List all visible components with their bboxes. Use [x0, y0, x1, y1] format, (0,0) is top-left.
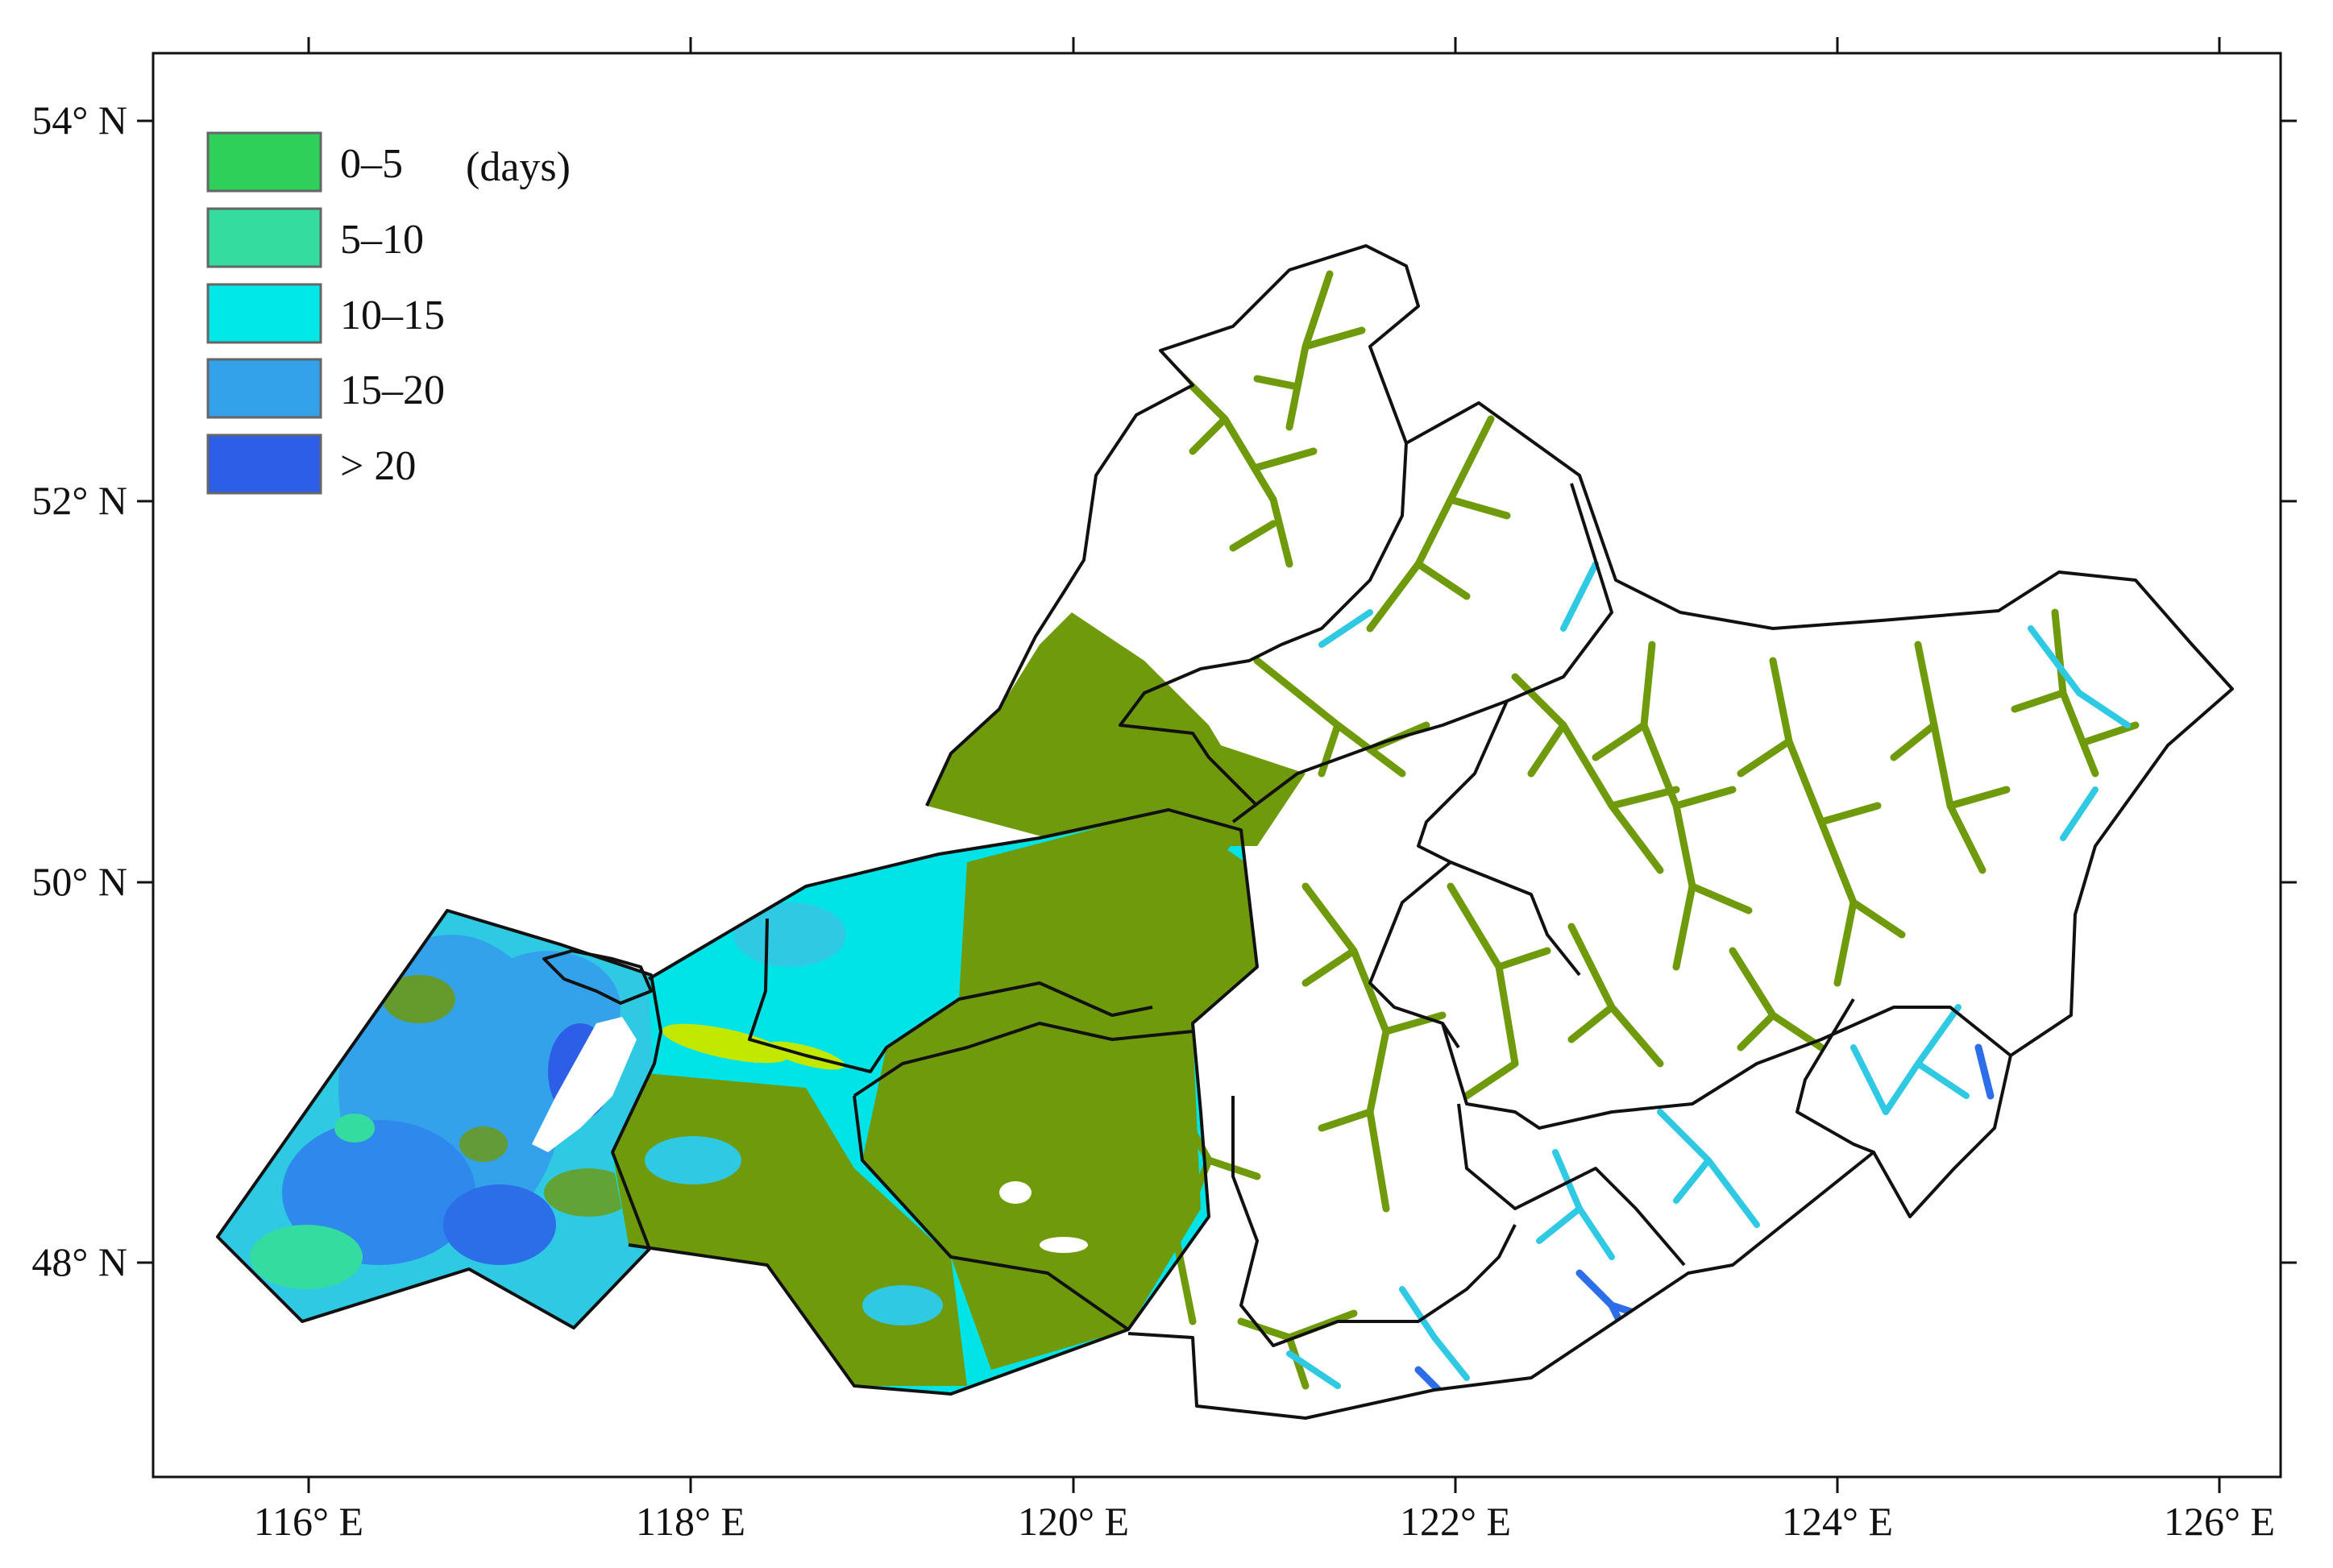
lon-label-118: 118° E	[636, 1499, 745, 1544]
legend: 0–5 (days) 5–10 10–15 15–20 > 20	[206, 131, 571, 495]
lat-label-54: 54° N	[31, 97, 127, 143]
west-region	[218, 911, 661, 1328]
tick-marks	[137, 37, 2297, 1493]
legend-label-0-5: 0–5	[340, 141, 403, 187]
lon-label-120: 120° E	[1018, 1499, 1129, 1544]
legend-swatch-5-10	[206, 207, 322, 268]
central-region	[611, 810, 1257, 1394]
lon-label-116: 116° E	[254, 1499, 363, 1544]
lat-label-52: 52° N	[31, 478, 127, 523]
legend-label-gt20: > 20	[340, 443, 416, 489]
legend-swatch-15-20	[206, 358, 322, 419]
legend-unit: (days)	[466, 144, 571, 190]
lon-label-126: 126° E	[2164, 1499, 2275, 1544]
lat-label-50: 50° N	[31, 859, 127, 904]
lat-label-48: 48° N	[31, 1239, 127, 1284]
legend-label-10-15: 10–15	[340, 292, 445, 338]
lon-label-122: 122° E	[1400, 1499, 1511, 1544]
river-network-region	[927, 270, 2140, 1406]
lon-label-124: 124° E	[1782, 1499, 1893, 1544]
legend-label-15-20: 15–20	[340, 367, 445, 413]
basin-boundaries	[216, 244, 2234, 1420]
legend-swatch-10-15	[206, 283, 322, 344]
legend-swatch-gt20	[206, 433, 322, 495]
legend-swatch-0-5	[206, 131, 322, 193]
legend-label-5-10: 5–10	[340, 217, 424, 263]
